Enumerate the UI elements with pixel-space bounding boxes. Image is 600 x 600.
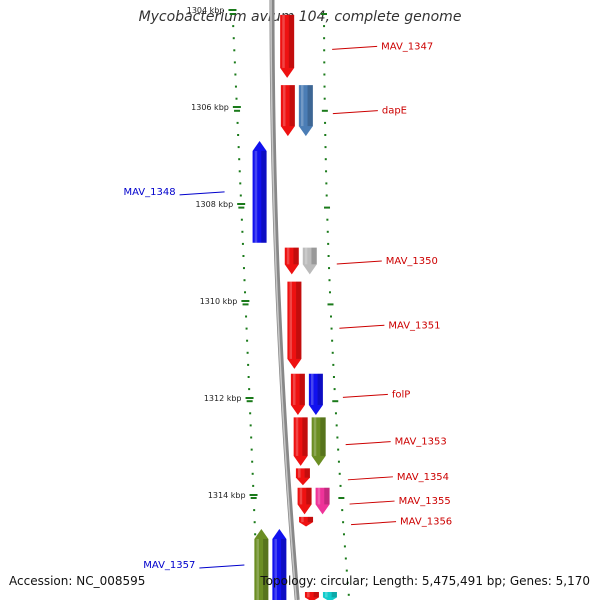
gene-label: MAV_1357 — [143, 560, 195, 571]
gene-arrow — [280, 85, 295, 137]
gene-arrow — [308, 373, 323, 415]
gene-label: MAV_1348 — [123, 187, 175, 198]
gene-features — [252, 14, 337, 600]
gene-arrow — [311, 417, 326, 466]
gene-arrow — [287, 281, 302, 369]
tick-marks: 1304 kbp 1306 kbp 1308 kbp 1310 kbp 1312 kbp… — [187, 6, 350, 596]
tick-label: 1310 kbp — [200, 297, 238, 306]
gene-label: MAV_1351 — [388, 320, 440, 331]
gene-arrow — [315, 487, 330, 515]
gene-arrow — [280, 14, 295, 78]
gene-arrow — [252, 140, 267, 243]
gene-arrow — [254, 528, 269, 600]
tick-label: 1304 kbp — [187, 6, 225, 15]
gene-label: MAV_1347 — [381, 41, 433, 52]
gene-arrow — [304, 592, 319, 600]
gene-label: MAV_1355 — [399, 496, 451, 507]
gene-label-leader — [339, 324, 385, 329]
gene-arrow — [295, 468, 310, 486]
gene-label: folP — [392, 389, 410, 400]
gene-label-leader — [332, 110, 378, 115]
genome-summary: Topology: circular; Length: 5,475,491 bp… — [260, 574, 590, 588]
gene-label-leader — [342, 393, 388, 398]
gene-label: MAV_1353 — [395, 437, 447, 448]
backbone-line — [269, 0, 300, 600]
tick-label: 1312 kbp — [204, 394, 242, 403]
map-title: Mycobacterium avium 104, complete genome — [138, 9, 462, 25]
gene-label: MAV_1350 — [386, 256, 438, 267]
tick-label: 1308 kbp — [195, 200, 233, 209]
gene-arrow — [284, 247, 299, 275]
backbone-highlight — [270, 0, 297, 600]
gene-label-leader — [351, 521, 397, 526]
gene-arrow — [322, 592, 337, 600]
gene-arrow — [290, 373, 305, 415]
genome-backbone — [269, 0, 300, 600]
gene-arrow — [293, 417, 308, 466]
gene-labels: MAV_1347 dapE MAV_1348 MAV_1350 MAV_1351 folP… — [123, 41, 452, 571]
gene-arrow — [272, 528, 287, 600]
gene-label-leader — [349, 500, 395, 505]
gene-label: MAV_1354 — [397, 472, 449, 483]
gene-label-leader — [332, 45, 378, 50]
gene-label: MAV_1356 — [400, 517, 452, 528]
gene-arrow — [302, 247, 317, 275]
accession-text: Accession: NC_008595 — [9, 574, 146, 588]
gene-arrow — [297, 487, 312, 515]
gene-arrow — [299, 516, 314, 527]
gene-arrow — [298, 85, 313, 137]
tick-label: 1314 kbp — [208, 491, 246, 500]
gene-label: dapE — [382, 106, 407, 117]
gene-label-leader — [347, 476, 393, 481]
gene-label-leader — [179, 191, 225, 196]
gene-label-leader — [336, 260, 382, 265]
gene-label-leader — [199, 564, 245, 569]
tick-label: 1306 kbp — [191, 103, 229, 112]
gene-label-leader — [345, 441, 391, 446]
